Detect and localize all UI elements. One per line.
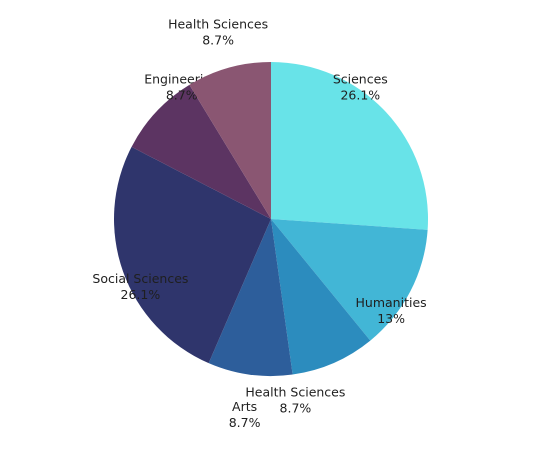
slice-percent-label: 8.7% bbox=[229, 415, 261, 430]
slice-category-label: Humanities bbox=[356, 295, 427, 310]
pie-slice-1 bbox=[271, 219, 428, 341]
slice-percent-label: 8.7% bbox=[166, 87, 198, 102]
pie-slice-6 bbox=[189, 62, 271, 219]
slice-label-3: Arts 8.7% bbox=[229, 399, 261, 430]
slice-category-label: Sciences bbox=[333, 71, 388, 86]
pie-slice-4 bbox=[113, 146, 271, 364]
slice-category-label: Health Sciences bbox=[245, 385, 345, 400]
slice-category-label: Arts bbox=[232, 399, 257, 414]
slice-label-6: Health Sciences 8.7% bbox=[168, 16, 268, 47]
slice-category-label: Social Sciences bbox=[92, 271, 188, 286]
slice-label-4: Social Sciences 26.1% bbox=[92, 271, 188, 302]
slice-label-2: Health Sciences 8.7% bbox=[245, 385, 345, 416]
slice-percent-label: 13% bbox=[377, 311, 405, 326]
pie-slice-0 bbox=[271, 62, 429, 230]
slice-label-0: Sciences 26.1% bbox=[333, 71, 388, 102]
pie-slice-3 bbox=[208, 219, 293, 376]
pie-slice-5 bbox=[131, 84, 271, 219]
slice-percent-label: 26.1% bbox=[340, 87, 380, 102]
pie-slice-2 bbox=[271, 219, 371, 375]
slice-percent-label: 8.7% bbox=[280, 401, 312, 416]
slice-category-label: Health Sciences bbox=[168, 16, 268, 31]
slice-label-1: Humanities 13% bbox=[356, 295, 427, 326]
slice-percent-label: 26.1% bbox=[121, 287, 161, 302]
slice-percent-label: 8.7% bbox=[202, 32, 234, 47]
